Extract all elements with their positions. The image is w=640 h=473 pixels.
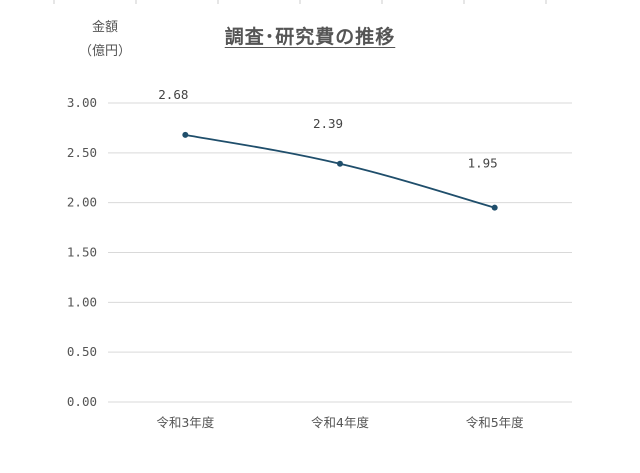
y-tick-label: 2.50 [67,145,97,160]
data-point [491,204,498,211]
data-label: 1.95 [468,156,498,171]
y-axis-label-line-2: （億円） [78,44,131,59]
y-tick-label: 0.00 [67,394,97,409]
y-tick-label: 1.50 [67,245,97,260]
chart-title: 調査･研究費の推移 [224,26,396,48]
top-border-ticks [53,0,547,4]
x-tick-label: 令和5年度 [466,415,524,430]
data-point [182,131,189,138]
data-label: 2.39 [313,116,343,131]
y-tick-label: 3.00 [67,95,97,110]
series-line [185,134,495,209]
y-tick-label: 1.00 [67,294,97,309]
data-label: 2.68 [158,87,188,102]
data-point [337,160,343,167]
y-tick-label: 2.00 [67,195,97,210]
y-tick-label: 0.50 [67,344,97,359]
x-tick-label: 令和4年度 [311,415,369,430]
x-tick-label: 令和3年度 [156,415,214,430]
y-axis-label-line-1: 金額 [91,20,118,35]
